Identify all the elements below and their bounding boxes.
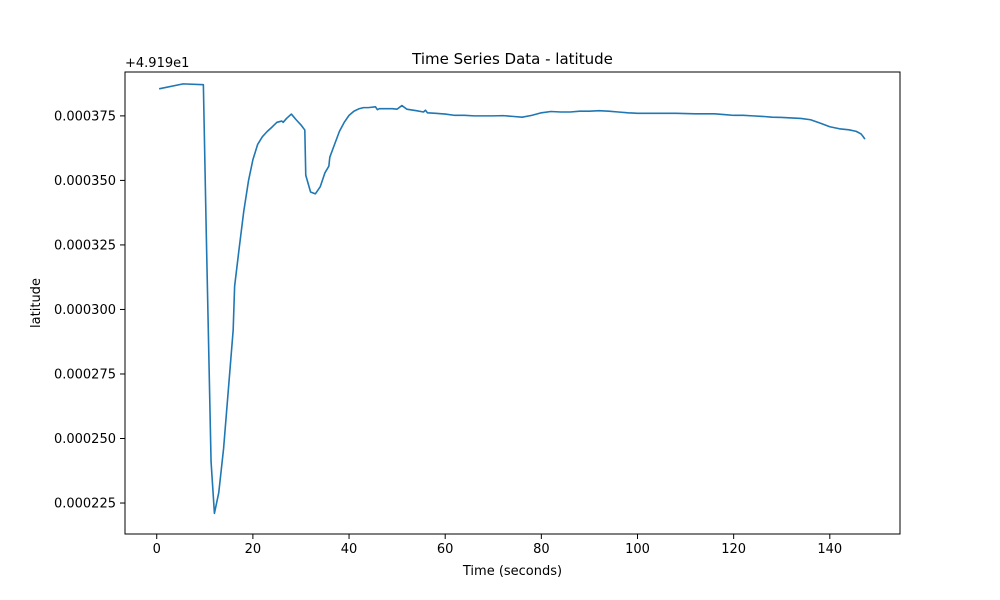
- y-axis-title: latitude: [29, 278, 44, 328]
- x-tick-label: 20: [245, 542, 262, 557]
- x-tick-label: 40: [341, 542, 358, 557]
- plot-layer: [158, 83, 866, 515]
- y-tick-label: 0.000375: [54, 109, 116, 124]
- y-tick-label: 0.000225: [54, 497, 116, 512]
- plot-frame: [124, 71, 901, 535]
- x-tick-label: 100: [625, 542, 650, 557]
- x-tick-label: 140: [817, 542, 842, 557]
- x-axis-ticks: 0 20 40 60 80 100 120 140: [153, 534, 842, 557]
- y-axis-ticks: 0.000225 0.000250 0.000275 0.000300 0.000325…: [54, 109, 125, 512]
- y-tick-label: 0.000300: [54, 303, 116, 318]
- y-tick-label: 0.000250: [54, 432, 116, 447]
- chart-title: Time Series Data - latitude: [411, 50, 613, 68]
- y-tick-label: 0.000350: [54, 174, 116, 189]
- x-tick-label: 60: [437, 542, 454, 557]
- x-tick-label: 0: [153, 542, 161, 557]
- x-axis-title: Time (seconds): [462, 564, 562, 579]
- series-line: [158, 83, 866, 515]
- x-tick-label: 80: [533, 542, 550, 557]
- x-tick-label: 120: [721, 542, 746, 557]
- y-axis-offset-label: +4.919e1: [125, 56, 189, 71]
- y-tick-label: 0.000275: [54, 367, 116, 382]
- y-tick-label: 0.000325: [54, 238, 116, 253]
